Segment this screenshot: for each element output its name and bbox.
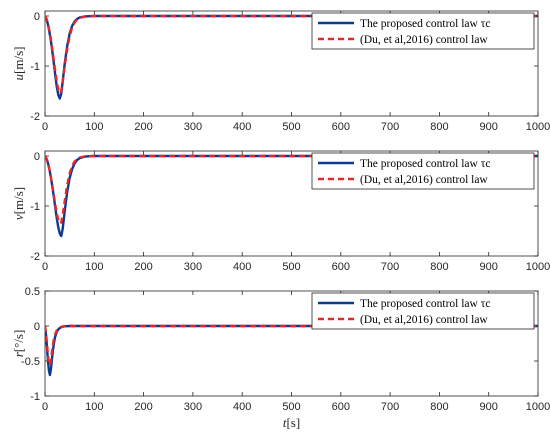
x-tick-label: 800	[430, 401, 448, 413]
x-tick-label: 800	[430, 261, 448, 273]
legend: The proposed control law τc (Du, et al,20…	[311, 12, 535, 50]
x-tick-label: 0	[42, 401, 48, 413]
x-tick-label: 100	[85, 401, 103, 413]
x-tick-label: 1000	[526, 401, 550, 413]
y-axis-label-var: r	[11, 351, 26, 357]
y-axis-label: u[m/s]	[11, 47, 26, 81]
y-tick-label: -1	[30, 61, 40, 73]
x-tick-label: 500	[282, 401, 300, 413]
x-axis-label-unit: [s]	[286, 415, 300, 430]
chart-panel-3: 0 100 200 300 400 500 600 700 800 900 1000 -1 -0.5 0 0…	[11, 286, 550, 430]
chart-panel-2: 0 100 200 300 400 500 600 700 800 900 1000 -2 -1 0 v[m…	[11, 150, 550, 273]
x-tick-label: 200	[134, 261, 152, 273]
x-axis-label-var: t	[283, 415, 287, 430]
x-tick-label: 400	[233, 401, 251, 413]
x-tick-label: 700	[381, 401, 399, 413]
y-axis-label: v[m/s]	[11, 187, 26, 220]
x-tick-label: 1000	[526, 121, 550, 133]
x-tick-label: 500	[282, 121, 300, 133]
x-tick-label: 500	[282, 261, 300, 273]
legend-box	[311, 152, 535, 190]
x-tick-label: 0	[42, 261, 48, 273]
x-tick-label: 900	[480, 261, 498, 273]
x-tick-label: 200	[134, 401, 152, 413]
legend-label-2: (Du, et al,2016) control law	[360, 174, 488, 186]
legend-box	[311, 12, 535, 50]
legend: The proposed control law τc (Du, et al,20…	[311, 292, 535, 330]
y-tick-label: -1	[30, 391, 40, 403]
y-axis-label-unit: [m/s]	[11, 47, 26, 74]
chart-panel-1: 0 100 200 300 400 500 600 700 800 900 1000 -2 -1 0 u[m…	[11, 10, 550, 133]
x-tick-label: 400	[233, 261, 251, 273]
legend-box	[311, 292, 535, 330]
series-line-2	[45, 324, 538, 367]
legend-label-1: The proposed control law τc	[360, 158, 490, 170]
series-line-2	[45, 154, 538, 225]
y-tick-label: 0.5	[25, 286, 40, 298]
legend-label-2: (Du, et al,2016) control law	[360, 34, 488, 46]
x-tick-label: 300	[184, 121, 202, 133]
legend-label-2: (Du, et al,2016) control law	[360, 314, 488, 326]
legend: The proposed control law τc (Du, et al,20…	[311, 152, 535, 190]
x-tick-label: 100	[85, 261, 103, 273]
x-tick-label: 600	[332, 401, 350, 413]
y-tick-label: -1	[30, 201, 40, 213]
x-tick-label: 600	[332, 261, 350, 273]
x-tick-label: 700	[381, 261, 399, 273]
x-axis-label: t[s]	[283, 415, 300, 430]
x-tick-label: 900	[480, 401, 498, 413]
y-axis-label: r[°/s]	[11, 330, 26, 358]
x-tick-label: 800	[430, 121, 448, 133]
y-tick-label: -2	[30, 111, 40, 123]
x-tick-label: 900	[480, 121, 498, 133]
y-axis-label-unit: [m/s]	[11, 187, 26, 214]
legend-label-1: The proposed control law τc	[360, 298, 490, 310]
x-tick-label: 0	[42, 121, 48, 133]
x-tick-label: 600	[332, 121, 350, 133]
x-tick-label: 200	[134, 121, 152, 133]
y-axis-label-var: u	[11, 73, 26, 80]
y-tick-label: -2	[30, 251, 40, 263]
x-tick-label: 1000	[526, 261, 550, 273]
x-tick-label: 100	[85, 121, 103, 133]
legend-label-1: The proposed control law τc	[360, 18, 490, 30]
y-tick-label: -0.5	[21, 356, 40, 368]
x-tick-label: 300	[184, 261, 202, 273]
x-tick-label: 300	[184, 401, 202, 413]
x-tick-label: 400	[233, 121, 251, 133]
y-tick-label: 0	[34, 11, 40, 23]
x-tick-label: 700	[381, 121, 399, 133]
y-tick-label: 0	[34, 321, 40, 333]
series-line-2	[45, 14, 538, 95]
y-axis-label-unit: [°/s]	[11, 330, 26, 353]
y-tick-label: 0	[34, 151, 40, 163]
y-axis-label-var: v	[11, 214, 26, 220]
